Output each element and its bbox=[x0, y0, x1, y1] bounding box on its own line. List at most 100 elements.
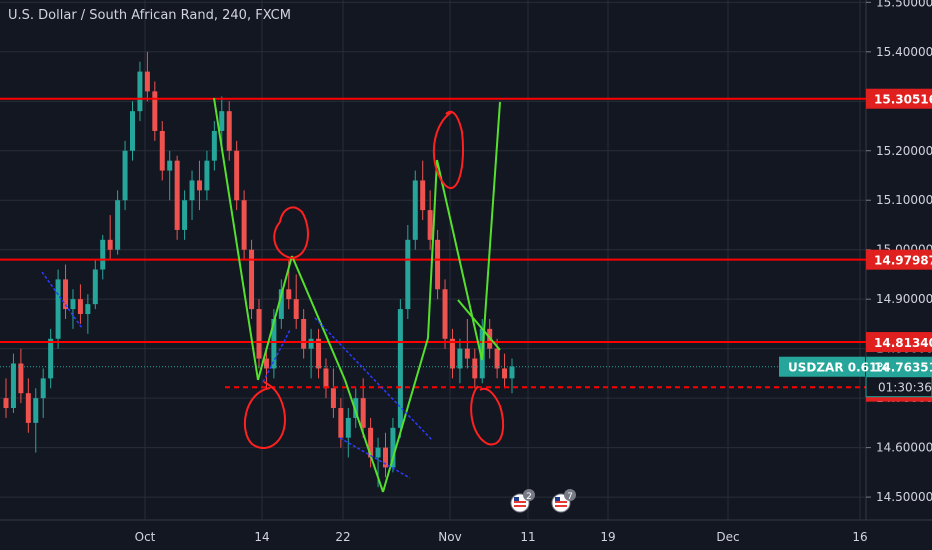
candle-body bbox=[390, 427, 396, 468]
candle-body bbox=[122, 150, 128, 201]
candle-body bbox=[383, 447, 388, 468]
flag-canton bbox=[555, 497, 560, 501]
freehand-annotation bbox=[273, 206, 309, 260]
countdown-label: 01:30:36 bbox=[878, 381, 932, 395]
y-tick-label: 15.40000 bbox=[876, 45, 932, 59]
candle-body bbox=[330, 388, 336, 409]
candle-body bbox=[182, 200, 188, 230]
candle-body bbox=[345, 417, 351, 438]
candle-body bbox=[249, 249, 255, 310]
candle-body bbox=[159, 130, 165, 171]
level-price-label: 14.81340 bbox=[874, 336, 932, 350]
current-price-bg bbox=[866, 356, 932, 377]
trend-line-green bbox=[436, 159, 483, 361]
freehand-annotation bbox=[432, 110, 465, 190]
trend-line-green bbox=[291, 255, 346, 381]
candle-body bbox=[502, 368, 508, 379]
y-tick-label: 15.20000 bbox=[876, 144, 932, 158]
candle-body bbox=[360, 398, 366, 428]
level-price-label-bg bbox=[866, 249, 932, 270]
candle-body bbox=[10, 363, 16, 409]
candle-body bbox=[115, 200, 121, 250]
channel-line-blue bbox=[41, 271, 83, 329]
event-count-label: 7 bbox=[567, 492, 573, 502]
freehand-annotation bbox=[243, 381, 287, 449]
candle-body bbox=[397, 309, 403, 428]
candle-body bbox=[323, 368, 329, 389]
candle-body bbox=[308, 338, 314, 349]
candle-body bbox=[256, 309, 262, 359]
flag-stripe bbox=[514, 501, 526, 503]
candle-body bbox=[271, 318, 277, 369]
x-tick-label: 22 bbox=[335, 530, 350, 544]
y-tick-label: 15.10000 bbox=[876, 193, 932, 207]
candle-body bbox=[412, 180, 418, 240]
flag-canton bbox=[514, 497, 519, 501]
trend-line-green bbox=[257, 255, 293, 381]
candle-body bbox=[509, 366, 515, 379]
x-tick-label: Nov bbox=[438, 530, 461, 544]
candle-body bbox=[293, 299, 299, 319]
candle-body bbox=[449, 338, 455, 369]
candle-body bbox=[70, 299, 76, 310]
candle-body bbox=[174, 160, 180, 230]
flag-stripe bbox=[555, 501, 567, 503]
candle-body bbox=[40, 378, 46, 399]
candle-body bbox=[464, 348, 470, 359]
candle-body bbox=[63, 279, 69, 310]
candle-body bbox=[435, 239, 441, 290]
freehand-annotation bbox=[470, 385, 505, 446]
candle-body bbox=[77, 299, 83, 315]
event-count-badge bbox=[523, 489, 535, 501]
y-tick-label: 14.90000 bbox=[876, 292, 932, 306]
candle-body bbox=[55, 279, 61, 339]
x-tick-label: 11 bbox=[520, 530, 535, 544]
candle-body bbox=[234, 150, 240, 201]
candle-body bbox=[457, 348, 463, 369]
candle-body bbox=[33, 398, 39, 423]
candle-body bbox=[301, 318, 307, 349]
candle-body bbox=[211, 130, 217, 161]
candle-body bbox=[338, 408, 344, 438]
candle-body bbox=[152, 91, 158, 131]
y-tick-label: 15.50000 bbox=[876, 0, 932, 9]
event-count-badge bbox=[564, 489, 576, 501]
y-tick-label: 14.60000 bbox=[876, 441, 932, 455]
current-price-label: 14.76351 bbox=[874, 361, 932, 375]
event-count-label: 2 bbox=[526, 492, 532, 502]
trend-line-green bbox=[457, 299, 501, 351]
candle-body bbox=[427, 210, 433, 240]
candle-body bbox=[3, 398, 9, 409]
candle-body bbox=[226, 111, 232, 151]
candle-body bbox=[278, 289, 284, 319]
candle-body bbox=[472, 358, 478, 379]
candle-body bbox=[263, 358, 269, 369]
level-price-label: 14.97987 bbox=[874, 254, 932, 268]
candle-body bbox=[286, 289, 292, 300]
trend-line-green bbox=[382, 337, 429, 493]
candle-body bbox=[368, 427, 374, 458]
candle-body bbox=[241, 200, 247, 250]
candle-body bbox=[85, 304, 91, 315]
candle-body bbox=[196, 180, 202, 191]
candle-body bbox=[100, 239, 106, 270]
symbol-badge-bg bbox=[779, 356, 865, 377]
channel-line-blue bbox=[314, 317, 433, 441]
candle-body bbox=[219, 111, 225, 131]
level-price-label: 15.30516 bbox=[874, 93, 932, 107]
candle-body bbox=[494, 348, 500, 369]
x-tick-label: 19 bbox=[600, 530, 615, 544]
candle-body bbox=[130, 111, 135, 151]
chart-title: U.S. Dollar / South African Rand, 240, F… bbox=[8, 8, 291, 23]
x-tick-label: Dec bbox=[716, 530, 739, 544]
candle-body bbox=[167, 160, 173, 171]
x-tick-label: 16 bbox=[852, 530, 867, 544]
candle-body bbox=[375, 447, 381, 458]
candle-body bbox=[405, 239, 411, 310]
symbol-change-label: USDZAR 0.61% bbox=[788, 361, 889, 375]
candle-body bbox=[48, 338, 54, 379]
candle-body bbox=[420, 180, 426, 211]
candle-body bbox=[92, 269, 98, 305]
